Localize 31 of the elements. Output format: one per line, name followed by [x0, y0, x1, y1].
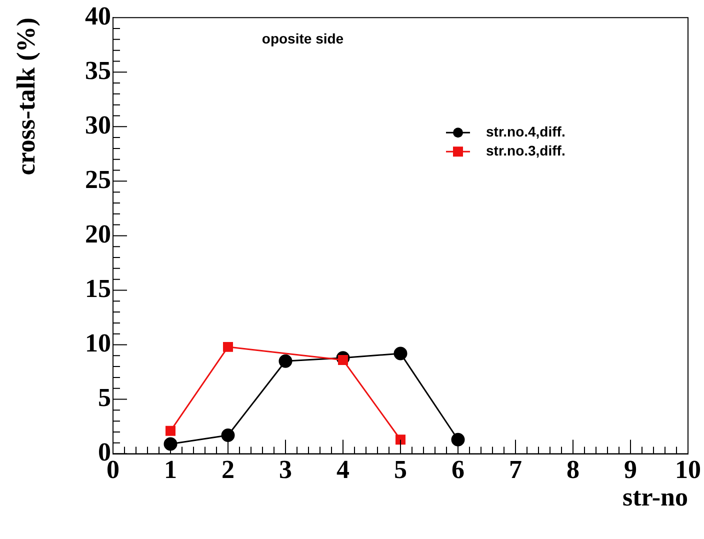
y-tick-label: 5 [98, 382, 111, 412]
point [394, 346, 408, 360]
y-tick-label: 20 [85, 219, 111, 248]
x-tick-label: 7 [509, 455, 522, 484]
y-axis-title: cross-talk (%) [12, 18, 41, 176]
x-tick-label: 2 [222, 455, 234, 484]
x-tick-label: 10 [675, 455, 701, 484]
y-tick-label: 15 [85, 274, 111, 303]
point [451, 432, 465, 446]
point [278, 354, 292, 368]
point [223, 342, 233, 352]
point [166, 426, 176, 436]
x-tick-label: 4 [336, 455, 350, 484]
y-tick-label: 40 [85, 1, 111, 30]
point [164, 437, 178, 451]
legend-label: str.no.4,diff. [486, 123, 566, 140]
x-tick-label: 9 [624, 455, 637, 484]
x-tick-label: 6 [452, 455, 464, 484]
y-tick-label: 35 [85, 56, 111, 85]
x-tick-label: 3 [279, 455, 292, 484]
annotation: oposite side [262, 30, 344, 46]
point [396, 434, 406, 445]
y-tick-label: 25 [85, 164, 111, 194]
x-axis-title: str-no [622, 482, 688, 512]
y-tick-label: 30 [85, 110, 111, 140]
point [221, 428, 235, 442]
y-tick-label: 10 [85, 328, 111, 358]
x-tick-label: 8 [566, 455, 580, 484]
x-tick-label: 1 [164, 455, 177, 484]
x-tick-label: 5 [394, 455, 407, 484]
legend-label: str.no.3,diff. [486, 142, 566, 158]
